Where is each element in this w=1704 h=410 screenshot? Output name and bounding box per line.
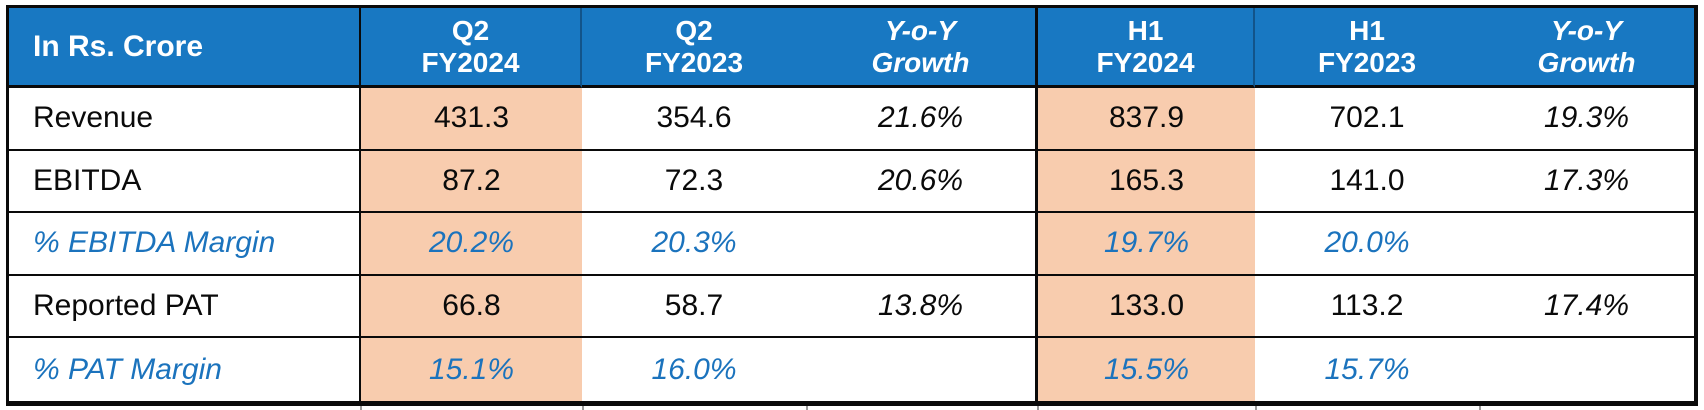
cell-revenue-yoy-h1: 19.3% (1479, 88, 1694, 151)
cell-revenue-q2fy2023: 354.6 (582, 88, 806, 151)
cell-pat-margin-q2fy2023: 16.0% (651, 352, 737, 386)
header-line1: H1 (1349, 14, 1385, 46)
header-yoy-growth-q2: Y-o-Y Growth (806, 8, 1038, 88)
header-line2: FY2023 (1317, 46, 1417, 78)
gridline-stub (582, 406, 584, 410)
cell-ebitda-h1fy2024: 165.3 (1038, 150, 1255, 214)
row-label-ebitda-margin: % EBITDA Margin (9, 213, 361, 276)
cell-ebitda-margin-yoy-q2 (806, 213, 1038, 276)
cell-ebitda-margin-q2fy2024: 20.2% (361, 213, 582, 276)
header-line1: Q2 (675, 14, 713, 46)
cell-revenue-q2fy2024: 431.3 (361, 88, 582, 151)
header-line2: Growth (871, 46, 970, 78)
cell-ebitda-q2fy2024: 87.2 (361, 150, 582, 214)
cell-pat-q2fy2024: 66.8 (361, 275, 582, 339)
header-q2-fy2024: Q2 FY2024 (361, 8, 582, 88)
cell-pat-margin-h1fy2024: 15.5% (1038, 338, 1255, 401)
header-h1-fy2023: H1 FY2023 (1255, 8, 1479, 88)
cell-pat-yoy-q2: 13.8% (806, 275, 1038, 339)
header-line1: Q2 (451, 14, 490, 46)
cell-ebitda-margin-q2fy2023: 20.3% (582, 213, 806, 276)
cell-ebitda-yoy-q2: 20.6% (806, 150, 1038, 214)
header-unit-label: In Rs. Crore (9, 8, 361, 88)
gridline-stub (806, 406, 808, 410)
row-label-ebitda: EBITDA (9, 150, 361, 214)
gridline-stub (1479, 406, 1481, 410)
row-label-reported-pat: Reported PAT (9, 275, 361, 339)
cell-pat-h1fy2024: 133.0 (1038, 275, 1255, 339)
cell-ebitda-margin-h1fy2024: 19.7% (1038, 213, 1255, 276)
financial-results-table: In Rs. Crore Q2 FY2024 Q2 FY2023 Y-o-Y G… (6, 5, 1698, 406)
header-line2: FY2024 (1096, 46, 1195, 78)
header-line2: Growth (1537, 46, 1636, 78)
cell-pat-margin-q2fy2024: 15.1% (361, 338, 582, 401)
header-line1: H1 (1127, 14, 1164, 46)
header-line2: FY2023 (644, 46, 744, 78)
cell-revenue-h1fy2024: 837.9 (1038, 88, 1255, 151)
cell-ebitda-q2fy2023: 72.3 (582, 151, 806, 214)
cell-pat-margin-h1fy2023: 15.7% (1324, 352, 1410, 386)
cell-revenue-h1fy2023: 702.1 (1255, 88, 1479, 151)
row-label-revenue: Revenue (9, 88, 361, 151)
cell-pat-q2fy2023: 58.7 (582, 276, 806, 339)
unit-label-text: In Rs. Crore (33, 29, 204, 63)
cell-ebitda-h1fy2023: 141.0 (1255, 151, 1479, 214)
header-line1: Y-o-Y (1550, 14, 1623, 46)
cell-ebitda-margin-yoy-h1 (1479, 213, 1694, 276)
header-line1: Y-o-Y (884, 14, 957, 46)
cell-ebitda-yoy-h1: 17.3% (1479, 151, 1694, 214)
cell-pat-yoy-h1: 17.4% (1479, 276, 1694, 339)
header-q2-fy2023: Q2 FY2023 (582, 8, 806, 88)
cell-revenue-yoy-q2: 21.6% (806, 88, 1038, 151)
gridline-stub (360, 406, 362, 410)
cell-pat-margin-yoy-h1 (1479, 338, 1694, 401)
cell-pat-margin-yoy-q2 (806, 338, 1038, 401)
gridline-stub (1037, 406, 1039, 410)
header-line2: FY2024 (421, 46, 520, 78)
row-label-pat-margin: % PAT Margin (9, 338, 361, 401)
cell-pat-h1fy2023: 113.2 (1255, 276, 1479, 339)
cell-ebitda-margin-h1fy2023: 20.0% (1255, 213, 1479, 276)
gridline-stub (1255, 406, 1257, 410)
header-h1-fy2024: H1 FY2024 (1038, 8, 1255, 88)
header-yoy-growth-h1: Y-o-Y Growth (1479, 8, 1694, 88)
